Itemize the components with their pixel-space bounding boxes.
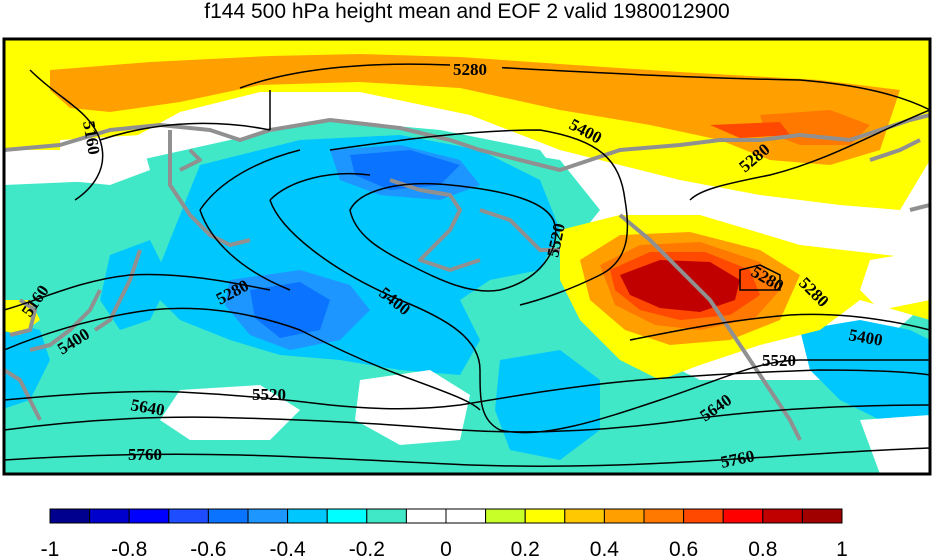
colorbar-swatch <box>524 508 566 524</box>
map-title: f144 500 hPa height mean and EOF 2 valid… <box>204 0 730 23</box>
contour-label: 5760 <box>128 445 162 464</box>
colorbar-swatch <box>168 508 209 524</box>
colorbar-tick-label: -0.6 <box>190 538 226 558</box>
contour-label: 5520 <box>252 385 286 404</box>
colorbar-swatch <box>801 508 843 524</box>
colorbar-swatch <box>564 508 605 524</box>
colorbar-swatch <box>247 508 289 524</box>
colorbar-swatch <box>287 508 328 524</box>
colorbar-tick-label: -1 <box>41 538 60 558</box>
colorbar-swatch <box>49 508 91 524</box>
colorbar-tick-labels: -1 -0.8 -0.6 -0.4 -0.2 0 0.2 0.4 0.6 0.8 1 <box>41 538 848 558</box>
colorbar-swatch <box>326 508 368 524</box>
colorbar-swatch <box>762 508 803 524</box>
colorbar-tick-label: -0.8 <box>111 538 147 558</box>
colorbar-swatch <box>89 508 130 524</box>
colorbar-tick-label: 0.6 <box>669 538 698 558</box>
colorbar-swatch <box>643 508 685 524</box>
colorbar-tick-label: -0.2 <box>349 538 385 558</box>
colorbar-swatch <box>445 508 487 524</box>
colorbar-swatch <box>207 508 249 524</box>
height-contours <box>4 63 930 467</box>
colorbar-tick-label: 0 <box>440 538 452 558</box>
colorbar-tick-label: 0.2 <box>511 538 540 558</box>
colorbar-swatch <box>128 508 170 524</box>
colorbar-tick-label: -0.4 <box>270 538 307 558</box>
colorbar-tick-label: 0.8 <box>748 538 777 558</box>
colorbar-swatch <box>405 508 447 524</box>
contour-label: 5520 <box>762 351 796 370</box>
colorbar-swatch <box>366 508 407 524</box>
colorbar-tick-label: 1 <box>836 538 848 558</box>
contour-label: 5280 <box>453 60 487 79</box>
coastlines <box>4 113 930 441</box>
colorbar <box>49 508 843 524</box>
colorbar-tick-label: 0.4 <box>590 538 620 558</box>
colorbar-swatch <box>683 508 724 524</box>
colorbar-swatch <box>603 508 645 524</box>
plot-frame <box>2 37 932 476</box>
colorbar-swatch <box>722 508 764 524</box>
colorbar-swatch <box>485 508 526 524</box>
